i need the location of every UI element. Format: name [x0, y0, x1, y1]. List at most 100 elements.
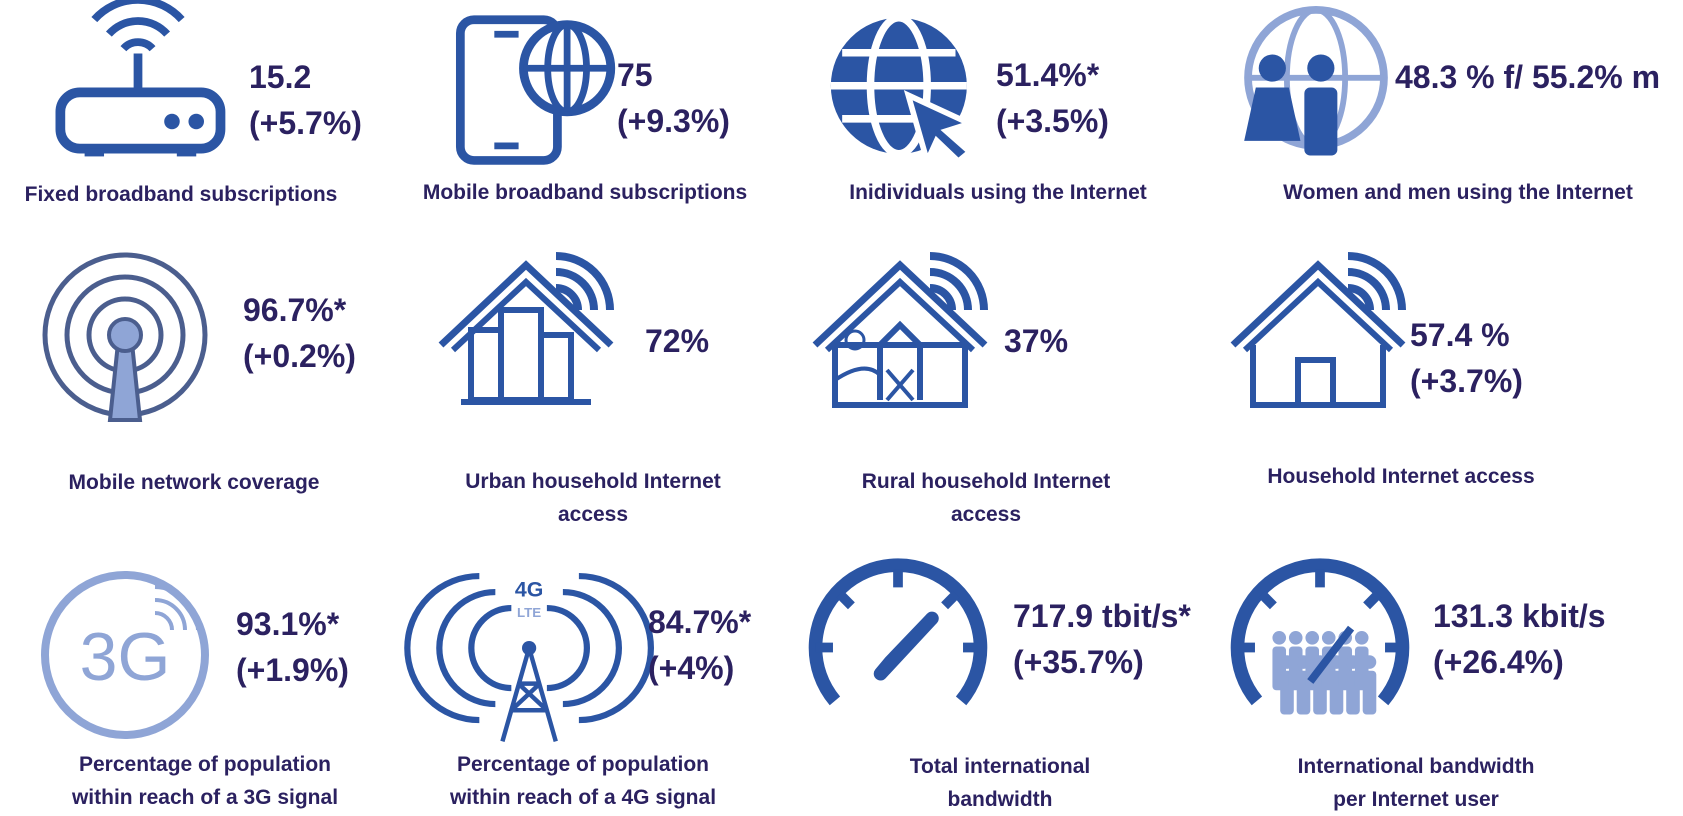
value-line: 75 [617, 52, 730, 98]
icon-part [1289, 631, 1303, 645]
icon-text: 3G [80, 619, 171, 695]
icon-part [1304, 88, 1337, 156]
icon-part [881, 618, 932, 673]
value-line: 84.7%* [648, 599, 751, 645]
icon-part [1259, 55, 1286, 82]
stat-value: 37% [1004, 318, 1068, 364]
icon-part [94, 0, 181, 20]
icon-part [188, 114, 204, 130]
stat-value: 51.4%*(+3.5%) [996, 52, 1109, 144]
stat-label: Urban household Internetaccess [465, 465, 721, 531]
label-line: Total international [910, 750, 1090, 783]
icon-part [1272, 631, 1286, 645]
icon-part [177, 149, 196, 157]
stat-value: 96.7%*(+0.2%) [243, 287, 356, 379]
label-line: Household Internet access [1267, 460, 1534, 493]
value-line: 15.2 [249, 54, 362, 100]
icon-part [835, 345, 965, 405]
label-line: Percentage of population [450, 748, 716, 781]
label-line: Rural household Internet [862, 465, 1111, 498]
icon [448, 10, 628, 175]
value-line: (+26.4%) [1433, 639, 1606, 685]
icon-part [471, 608, 511, 688]
stat-label: Fixed broadband subscriptions [25, 178, 338, 211]
stat-value: 72% [645, 318, 709, 364]
value-line: 57.4 % [1410, 312, 1523, 358]
stat-value: 48.3 % f/ 55.2% m [1395, 54, 1660, 100]
icon-part [1253, 345, 1383, 405]
stat-value: 84.7%*(+4%) [648, 599, 751, 691]
icon-part [110, 343, 140, 420]
icon-part [1298, 360, 1333, 405]
icon-part [164, 114, 180, 130]
icon-part [501, 310, 541, 400]
label-line: Urban household Internet [465, 465, 721, 498]
icon [1218, 250, 1408, 420]
value-line: 37% [1004, 318, 1068, 364]
icon-part [1363, 655, 1377, 669]
icon-part [1355, 631, 1369, 645]
stat-label: Mobile network coverage [69, 466, 320, 499]
icon-part [522, 641, 536, 655]
stat-label: Inidividuals using the Internet [849, 176, 1147, 209]
label-line: access [465, 498, 721, 531]
icon-part [1322, 631, 1336, 645]
icon-part [835, 369, 880, 380]
label-line: Mobile broadband subscriptions [423, 176, 747, 209]
icon-part [502, 648, 555, 741]
icon-part [887, 370, 913, 400]
stat-value: 131.3 kbit/s(+26.4%) [1433, 593, 1606, 685]
label-line: within reach of a 3G signal [72, 781, 338, 814]
stat-value: 57.4 %(+3.7%) [1410, 312, 1523, 404]
value-line: 48.3 % f/ 55.2% m [1395, 54, 1660, 100]
value-line: (+9.3%) [617, 98, 730, 144]
stat-value: 93.1%*(+1.9%) [236, 601, 349, 693]
stat-label: Mobile broadband subscriptions [423, 176, 747, 209]
icon-part [547, 608, 587, 688]
label-line: Fixed broadband subscriptions [25, 178, 338, 211]
value-line: 96.7%* [243, 287, 356, 333]
icon-part [1307, 55, 1334, 82]
stat-label: International bandwidthper Internet user [1298, 750, 1535, 816]
label-line: Percentage of population [72, 748, 338, 781]
value-line: 72% [645, 318, 709, 364]
icon-part [471, 330, 501, 400]
icon-part [1363, 671, 1377, 715]
icon-part [85, 149, 104, 157]
value-line: (+3.7%) [1410, 358, 1523, 404]
value-line: (+35.7%) [1013, 639, 1191, 685]
value-line: (+4%) [648, 645, 751, 691]
icon-part [441, 265, 611, 345]
icon [1226, 5, 1406, 170]
label-line: Women and men using the Internet [1283, 176, 1633, 209]
icon [426, 250, 616, 420]
icon [800, 250, 990, 420]
icon-part [880, 325, 920, 400]
value-line: 131.3 kbit/s [1433, 593, 1606, 639]
value-line: (+0.2%) [243, 333, 356, 379]
label-line: Mobile network coverage [69, 466, 320, 499]
icon-part [815, 265, 985, 345]
value-line: 717.9 tbit/s* [1013, 593, 1191, 639]
label-line: International bandwidth [1298, 750, 1535, 783]
icon: 3G [40, 555, 220, 745]
icon-part [439, 592, 495, 704]
icon-text: 4G [515, 578, 543, 602]
icon-part [1305, 631, 1319, 645]
icon-part [109, 21, 167, 34]
stat-value: 717.9 tbit/s*(+35.7%) [1013, 593, 1191, 685]
icon-part [109, 319, 141, 351]
value-line: 93.1%* [236, 601, 349, 647]
icon [43, 5, 233, 170]
icon [40, 255, 220, 425]
label-line: bandwidth [910, 783, 1090, 816]
icon-part [1233, 265, 1403, 345]
icon-part [541, 335, 571, 400]
icon [808, 565, 988, 730]
value-line: (+5.7%) [249, 100, 362, 146]
